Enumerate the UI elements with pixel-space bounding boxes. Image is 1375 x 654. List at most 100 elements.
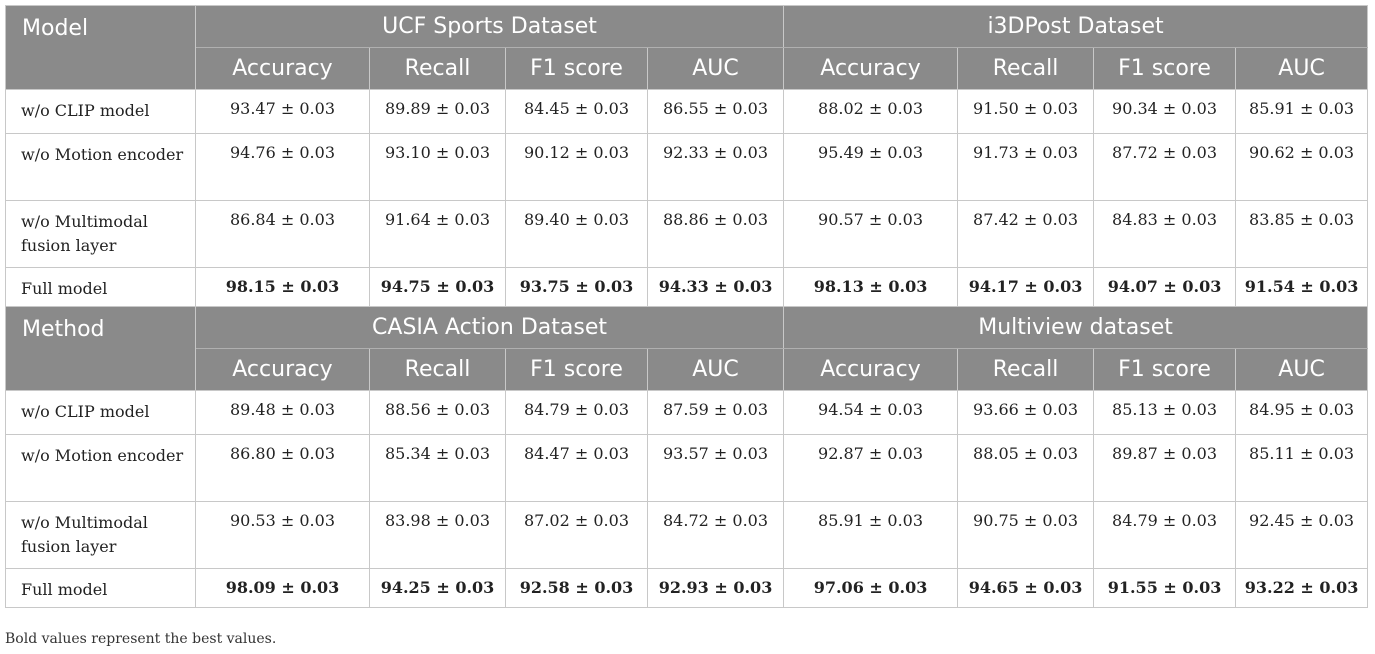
best-value-cell: 94.25 ± 0.03 — [369, 568, 506, 608]
table-cell: 87.59 ± 0.03 — [646, 390, 785, 435]
dataset-header: Multiview dataset — [783, 306, 1369, 349]
group-label: Model — [5, 5, 196, 90]
metric-header: AUC — [646, 348, 785, 391]
table-cell: 83.98 ± 0.03 — [369, 501, 506, 569]
row-label: w/o CLIP model — [5, 390, 196, 435]
group-label: Method — [5, 306, 196, 391]
dataset-header: CASIA Action Dataset — [194, 306, 785, 349]
table-cell: 90.75 ± 0.03 — [957, 501, 1095, 569]
metric-header: Accuracy — [783, 47, 959, 90]
metric-header: Recall — [369, 348, 506, 391]
table-row-full-model: Full model 98.09 ± 0.03 94.25 ± 0.03 92.… — [5, 568, 1369, 608]
table-cell: 84.95 ± 0.03 — [1235, 390, 1369, 435]
table-cell: 87.02 ± 0.03 — [505, 501, 648, 569]
metric-header-row: Accuracy Recall F1 score AUC Accuracy Re… — [6, 47, 1369, 90]
row-label: Full model — [5, 267, 196, 307]
table-cell: 84.79 ± 0.03 — [1093, 501, 1237, 569]
table-block-2: Method CASIA Action Dataset Multiview da… — [5, 306, 1369, 608]
table-cell: 85.91 ± 0.03 — [1235, 89, 1369, 134]
table-row: w/o Motion encoder 86.80 ± 0.03 85.34 ± … — [5, 434, 1369, 502]
table-cell: 91.50 ± 0.03 — [957, 89, 1095, 134]
table-row: w/o CLIP model 89.48 ± 0.03 88.56 ± 0.03… — [5, 390, 1369, 435]
row-label: w/o Multimodal fusion layer — [5, 200, 196, 268]
table-footnote: Bold values represent the best values. — [5, 631, 277, 647]
best-value-cell: 94.65 ± 0.03 — [957, 568, 1095, 608]
table-cell: 87.42 ± 0.03 — [957, 200, 1095, 268]
table-cell: 91.73 ± 0.03 — [957, 133, 1095, 201]
table-cell: 86.80 ± 0.03 — [195, 434, 370, 502]
table-cell: 90.34 ± 0.03 — [1093, 89, 1237, 134]
best-value-cell: 94.17 ± 0.03 — [957, 267, 1095, 307]
best-value-cell: 94.75 ± 0.03 — [369, 267, 506, 307]
table-cell: 83.85 ± 0.03 — [1235, 200, 1369, 268]
best-value-cell: 94.33 ± 0.03 — [646, 267, 785, 307]
table-cell: 89.87 ± 0.03 — [1093, 434, 1237, 502]
metric-header: F1 score — [1093, 47, 1237, 90]
ablation-table: Model UCF Sports Dataset i3DPost Dataset… — [5, 5, 1369, 608]
metric-header: F1 score — [1093, 348, 1237, 391]
table-cell: 92.33 ± 0.03 — [646, 133, 785, 201]
dataset-header: i3DPost Dataset — [783, 5, 1369, 48]
row-label: w/o Motion encoder — [5, 133, 196, 201]
row-label: w/o Multimodal fusion layer — [5, 501, 196, 569]
best-value-cell: 93.22 ± 0.03 — [1235, 568, 1369, 608]
table-cell: 94.54 ± 0.03 — [783, 390, 959, 435]
table-row: w/o Multimodal fusion layer 90.53 ± 0.03… — [5, 501, 1369, 569]
table-cell: 85.34 ± 0.03 — [369, 434, 506, 502]
table-cell: 88.05 ± 0.03 — [957, 434, 1095, 502]
table-cell: 88.02 ± 0.03 — [783, 89, 959, 134]
best-value-cell: 98.09 ± 0.03 — [195, 568, 370, 608]
table-cell: 91.64 ± 0.03 — [369, 200, 506, 268]
table-cell: 86.84 ± 0.03 — [195, 200, 370, 268]
row-label: Full model — [5, 568, 196, 608]
table-cell: 90.57 ± 0.03 — [783, 200, 959, 268]
metric-header: Accuracy — [195, 348, 370, 391]
dataset-header-row: Model UCF Sports Dataset i3DPost Dataset — [5, 5, 1369, 90]
table-cell: 93.47 ± 0.03 — [195, 89, 370, 134]
table-cell: 85.13 ± 0.03 — [1093, 390, 1237, 435]
table-cell: 90.12 ± 0.03 — [505, 133, 648, 201]
best-value-cell: 91.54 ± 0.03 — [1235, 267, 1369, 307]
table-cell: 94.76 ± 0.03 — [195, 133, 370, 201]
table-cell: 84.83 ± 0.03 — [1093, 200, 1237, 268]
dataset-header: UCF Sports Dataset — [194, 5, 785, 48]
table-cell: 85.11 ± 0.03 — [1235, 434, 1369, 502]
best-value-cell: 97.06 ± 0.03 — [783, 568, 959, 608]
table-row: w/o Multimodal fusion layer 86.84 ± 0.03… — [5, 200, 1369, 268]
table-block-1: Model UCF Sports Dataset i3DPost Dataset… — [5, 5, 1369, 307]
table-cell: 84.72 ± 0.03 — [646, 501, 785, 569]
best-value-cell: 98.13 ± 0.03 — [783, 267, 959, 307]
table-cell: 90.53 ± 0.03 — [195, 501, 370, 569]
table-cell: 93.66 ± 0.03 — [957, 390, 1095, 435]
table-cell: 95.49 ± 0.03 — [783, 133, 959, 201]
table-cell: 92.87 ± 0.03 — [783, 434, 959, 502]
best-value-cell: 98.15 ± 0.03 — [195, 267, 370, 307]
table-cell: 84.79 ± 0.03 — [505, 390, 648, 435]
table-cell: 86.55 ± 0.03 — [646, 89, 785, 134]
table-cell: 93.57 ± 0.03 — [646, 434, 785, 502]
table-cell: 89.48 ± 0.03 — [195, 390, 370, 435]
table-cell: 92.45 ± 0.03 — [1235, 501, 1369, 569]
table-cell: 84.45 ± 0.03 — [505, 89, 648, 134]
table-cell: 87.72 ± 0.03 — [1093, 133, 1237, 201]
table-cell: 89.40 ± 0.03 — [505, 200, 648, 268]
table-cell: 84.47 ± 0.03 — [505, 434, 648, 502]
best-value-cell: 92.93 ± 0.03 — [646, 568, 785, 608]
table-row-full-model: Full model 98.15 ± 0.03 94.75 ± 0.03 93.… — [5, 267, 1369, 307]
row-label: w/o CLIP model — [5, 89, 196, 134]
table-row: w/o CLIP model 93.47 ± 0.03 89.89 ± 0.03… — [5, 89, 1369, 134]
metric-header: AUC — [1235, 47, 1369, 90]
metric-header: F1 score — [505, 348, 648, 391]
metric-header: AUC — [646, 47, 785, 90]
metric-header: Accuracy — [783, 348, 959, 391]
best-value-cell: 91.55 ± 0.03 — [1093, 568, 1237, 608]
table-cell: 88.56 ± 0.03 — [369, 390, 506, 435]
metric-header: Recall — [957, 348, 1095, 391]
metric-header: AUC — [1235, 348, 1369, 391]
table-row: w/o Motion encoder 94.76 ± 0.03 93.10 ± … — [5, 133, 1369, 201]
metric-header: F1 score — [505, 47, 648, 90]
metric-header-row: Accuracy Recall F1 score AUC Accuracy Re… — [6, 348, 1369, 391]
table-cell: 85.91 ± 0.03 — [783, 501, 959, 569]
metric-header: Recall — [369, 47, 506, 90]
metric-header: Recall — [957, 47, 1095, 90]
